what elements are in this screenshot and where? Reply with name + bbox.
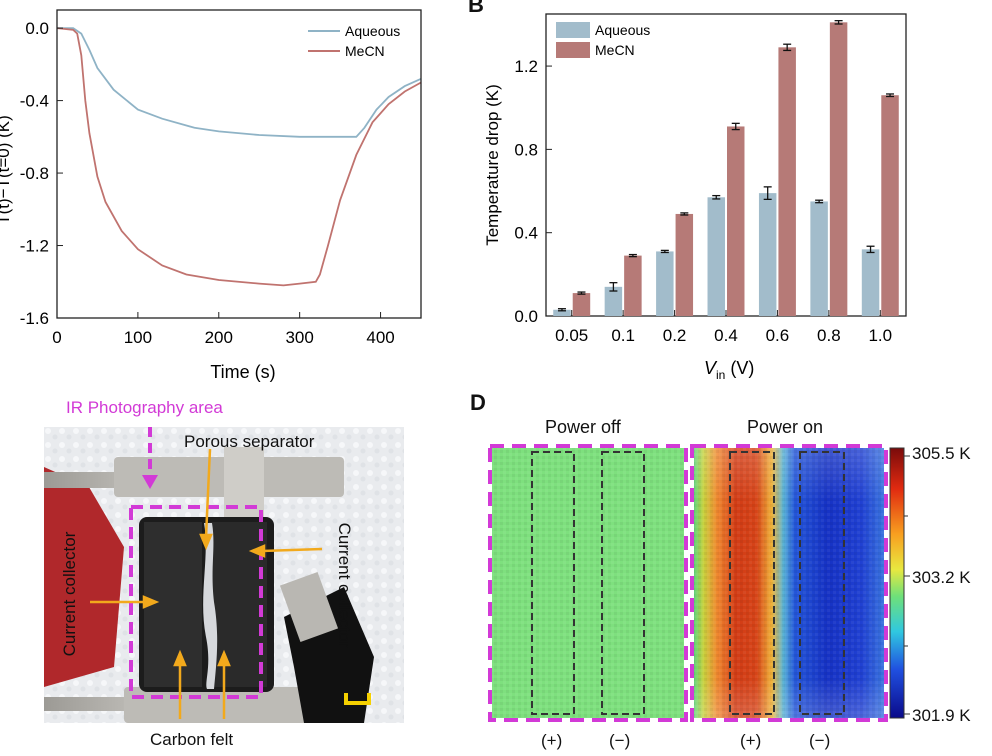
panel-b-bar-aqueous: [758, 193, 777, 316]
panel-b-bar-aqueous: [656, 251, 674, 316]
panel-b-bar-mecn: [624, 255, 642, 316]
colorbar-label-min: 301.9 K: [912, 706, 971, 725]
colorbar-label-max: 305.5 K: [912, 444, 971, 463]
panel-b-bar-mecn: [675, 213, 694, 316]
panel-b-ylabel: Temperature drop (K): [483, 84, 502, 246]
panel-b-ytick-label: 0.8: [514, 140, 538, 159]
colorbar-label-mid: 303.2 K: [912, 568, 971, 587]
electrode-label-on-minus: (−): [809, 731, 831, 750]
panel-a-ytick-label: -1.6: [20, 309, 49, 328]
panel-a-xtick-label: 300: [285, 328, 313, 347]
panel-b-bar-aqueous: [861, 249, 880, 316]
panel-d-title-off: Power off: [545, 417, 621, 437]
panel-b-legend-swatch: [556, 42, 590, 58]
panel-b-xtick-label: 1.0: [868, 326, 892, 345]
panel-b-bar-aqueous: [604, 286, 623, 316]
panel-b-xlabel: Vin (V): [704, 358, 754, 382]
panel-a-xtick-label: 200: [205, 328, 233, 347]
panel-b-ytick-label: 0.4: [514, 224, 538, 243]
panel-b-bar-aqueous: [810, 201, 828, 316]
panel-b-bar-mecn: [778, 47, 796, 317]
label-porous-separator: Porous separator: [184, 432, 315, 451]
panel-c-title: IR Photography area: [66, 398, 223, 417]
panel-a-xtick-label: 100: [124, 328, 152, 347]
electrode-label-on-plus: (+): [740, 731, 762, 750]
panel-d-label: D: [470, 390, 486, 415]
panel-a-ytick-label: -1.2: [20, 237, 49, 256]
panel-b-bar-mecn: [572, 293, 591, 316]
panel-b-legend-label: Aqueous: [595, 22, 650, 38]
panel-a-legend-label: Aqueous: [345, 23, 400, 39]
panel-a-legend-label: MeCN: [345, 43, 385, 59]
panel-b-bar-mecn: [881, 95, 899, 316]
label-carbon-felt: Carbon felt: [150, 730, 234, 749]
panel-b-bar-aqueous: [707, 197, 725, 316]
panel-c-photo: [44, 427, 404, 723]
panel-a-xtick-label: 400: [366, 328, 394, 347]
panel-a-series-aqueous: [57, 27, 422, 138]
panel-b-xtick-label: 0.6: [766, 326, 790, 345]
panel-b-bar-chart: 0.0 0.4 0.8 1.2 0.05 0.1 0.2 0.4 0.6 0.8 1.0 Aqueou…: [483, 13, 907, 382]
panel-b-xtick-label: 0.4: [714, 326, 738, 345]
electrode-label-off-minus: (−): [609, 731, 631, 750]
panel-a-xlabel: Time (s): [210, 362, 275, 382]
panel-b-bar-aqueous: [553, 309, 571, 316]
panel-b-xtick-label: 0.1: [611, 326, 635, 345]
panel-a-ytick-label: 0.0: [25, 19, 49, 38]
panel-b-ytick-label: 1.2: [514, 57, 538, 76]
panel-b-legend-label: MeCN: [595, 42, 635, 58]
panel-a-ytick-label: -0.4: [20, 92, 49, 111]
panel-d-colorbar: [889, 447, 910, 719]
panel-b-legend-swatch: [556, 22, 590, 38]
label-current-collector-left: Current collector: [60, 531, 79, 657]
panel-b-bar-mecn: [727, 126, 745, 316]
label-current-collector-right: Current collector: [335, 522, 354, 648]
panel-b-label: B: [468, 0, 484, 17]
electrode-label-off-plus: (+): [541, 731, 563, 750]
panel-b-xtick-label: 0.05: [555, 326, 588, 345]
panel-a-line-chart: 0 100 200 300 400 0.0 -0.4 -0.8 -1.2 -1.6 Aqueous M…: [0, 9, 422, 382]
panel-b-xtick-label: 0.8: [817, 326, 841, 345]
panel-a-xtick-label: 0: [52, 328, 61, 347]
panel-d-heatmap: [488, 444, 888, 722]
panel-b-frame: [545, 13, 907, 317]
panel-a-ytick-label: -0.8: [20, 164, 49, 183]
panel-a-ylabel: T(t)−T(t=0) (K): [0, 115, 13, 225]
panel-b-xtick-label: 0.2: [663, 326, 687, 345]
panel-a-frame: [56, 9, 422, 319]
panel-a-series-mecn: [56, 27, 422, 287]
panel-d-title-on: Power on: [747, 417, 824, 437]
panel-b-bar-mecn: [829, 22, 848, 317]
panel-b-ytick-label: 0.0: [514, 307, 538, 326]
